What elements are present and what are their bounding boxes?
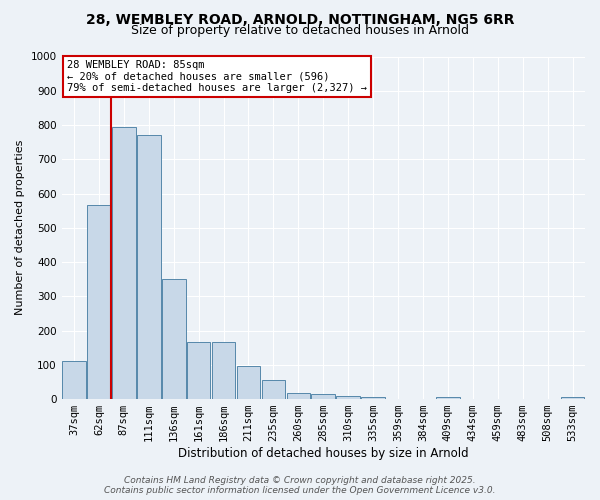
Bar bbox=[436, 396, 460, 399]
Bar bbox=[62, 360, 86, 399]
Text: Size of property relative to detached houses in Arnold: Size of property relative to detached ho… bbox=[131, 24, 469, 37]
Bar bbox=[112, 128, 136, 399]
Text: 28 WEMBLEY ROAD: 85sqm
← 20% of detached houses are smaller (596)
79% of semi-de: 28 WEMBLEY ROAD: 85sqm ← 20% of detached… bbox=[67, 60, 367, 93]
Bar bbox=[162, 279, 185, 399]
Bar bbox=[337, 396, 360, 399]
Text: Contains HM Land Registry data © Crown copyright and database right 2025.
Contai: Contains HM Land Registry data © Crown c… bbox=[104, 476, 496, 495]
Bar bbox=[287, 393, 310, 399]
Text: 28, WEMBLEY ROAD, ARNOLD, NOTTINGHAM, NG5 6RR: 28, WEMBLEY ROAD, ARNOLD, NOTTINGHAM, NG… bbox=[86, 12, 514, 26]
Bar bbox=[262, 380, 285, 399]
Y-axis label: Number of detached properties: Number of detached properties bbox=[15, 140, 25, 316]
Bar bbox=[311, 394, 335, 399]
Bar bbox=[187, 342, 211, 399]
Bar bbox=[137, 136, 161, 399]
X-axis label: Distribution of detached houses by size in Arnold: Distribution of detached houses by size … bbox=[178, 447, 469, 460]
Bar bbox=[236, 366, 260, 399]
Bar bbox=[87, 205, 111, 399]
Bar bbox=[212, 342, 235, 399]
Bar bbox=[361, 398, 385, 399]
Bar bbox=[560, 396, 584, 399]
